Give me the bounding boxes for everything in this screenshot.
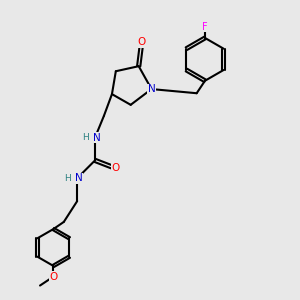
Text: N: N xyxy=(75,173,83,183)
Text: F: F xyxy=(202,22,208,32)
Text: N: N xyxy=(148,84,155,94)
Text: H: H xyxy=(82,133,88,142)
Text: O: O xyxy=(138,38,146,47)
Text: N: N xyxy=(93,133,101,142)
Text: O: O xyxy=(49,272,58,282)
Text: O: O xyxy=(112,164,120,173)
Text: H: H xyxy=(64,174,71,183)
